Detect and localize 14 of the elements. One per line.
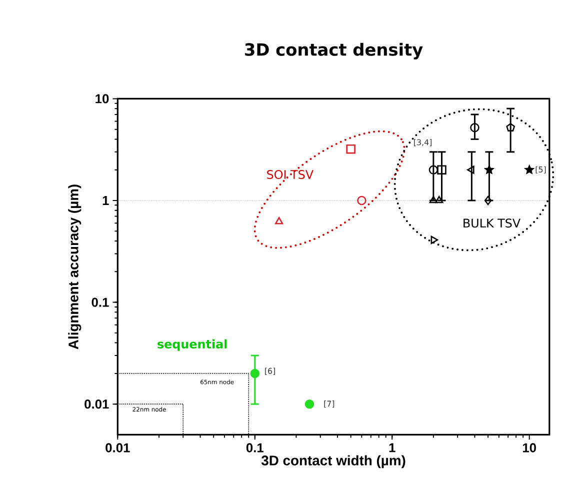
annotation: SOI TSV bbox=[267, 170, 314, 180]
y-tick-label: 0.1 bbox=[92, 298, 109, 308]
x-tick-label: 0.01 bbox=[106, 443, 130, 453]
y-tick-label: 1 bbox=[102, 196, 109, 206]
y-tick-label: 0.01 bbox=[84, 400, 109, 409]
annotation: BULK TSV bbox=[464, 218, 520, 228]
x-tick-label: 1 bbox=[389, 443, 396, 452]
annotation: sequential bbox=[158, 340, 227, 352]
x-tick-label: 10 bbox=[522, 443, 536, 453]
y-tick-label: 10 bbox=[96, 94, 109, 104]
chart-title: 3D contact density bbox=[245, 43, 423, 60]
x-tick-label: 0.1 bbox=[246, 443, 264, 453]
y-axis-title: Alignment accuracy (µm) bbox=[68, 184, 82, 350]
x-axis-title: 3D contact width (µm) bbox=[261, 455, 406, 468]
